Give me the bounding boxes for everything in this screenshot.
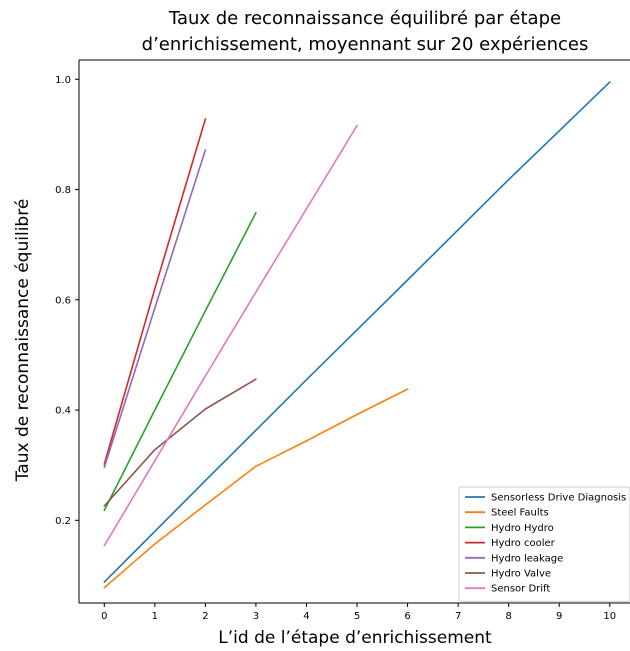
chart-title-line2: d’enrichissement, moyennant sur 20 expér…: [142, 34, 589, 55]
legend-label: Steel Faults: [491, 508, 549, 519]
x-tick-label: 1: [152, 611, 158, 622]
x-tick-label: 6: [404, 611, 410, 622]
x-tick-label: 9: [556, 611, 562, 622]
x-tick-label: 10: [603, 611, 616, 622]
chart-title-line1: Taux de reconnaissance équilibré par éta…: [168, 8, 561, 29]
series-line-sensorless-drive-diagnosis: [103, 81, 611, 583]
plot-area: 0 1 2 3 4 5 6 7 8 9 10 0.2 0.4 0.6 0.8 1.0: [55, 59, 630, 622]
y-tick-label: 0.4: [55, 406, 71, 417]
y-tick-label: 0.2: [55, 516, 71, 527]
legend-label: Hydro Hydro: [491, 523, 554, 534]
series-line-sensor-drift: [103, 124, 358, 547]
legend-label: Sensorless Drive Diagnosis: [491, 493, 626, 504]
legend-label: Hydro leakage: [491, 553, 563, 564]
y-tick-label: 0.8: [55, 185, 71, 196]
series-line-hydro-leakage: [103, 149, 207, 469]
series-line-hydro-valve: [103, 378, 257, 507]
x-tick-label: 0: [101, 611, 107, 622]
legend-label: Hydro Valve: [491, 569, 551, 580]
x-tick-label: 2: [202, 611, 208, 622]
legend-box: [458, 486, 630, 602]
legend-label: Sensor Drift: [491, 584, 550, 595]
legend-label: Hydro cooler: [491, 538, 556, 549]
x-tick-label: 7: [455, 611, 461, 622]
y-tick-label: 1.0: [55, 75, 71, 86]
x-tick-label: 4: [303, 611, 309, 622]
series-line-hydro-hydro: [103, 211, 257, 512]
x-tick-label: 3: [253, 611, 259, 622]
y-axis-label: Taux de reconnaissance équilibré: [13, 199, 33, 483]
series-line-hydro-cooler: [103, 118, 207, 465]
x-tick-label: 5: [354, 611, 360, 622]
y-tick-label: 0.6: [55, 295, 71, 306]
legend: Sensorless Drive Diagnosis Steel Faults Hy…: [458, 486, 630, 602]
x-tick-label: 8: [505, 611, 511, 622]
series-line-steel-faults: [103, 388, 409, 589]
x-axis-label: L’id de l’étape d’enrichissement: [218, 628, 492, 648]
